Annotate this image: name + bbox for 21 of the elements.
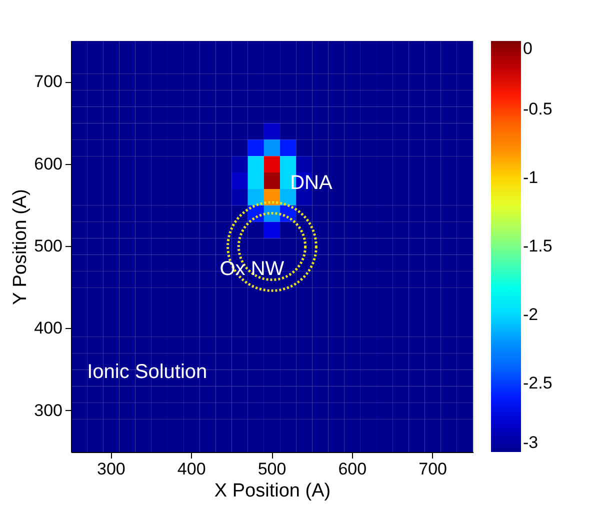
x-axis-title: X Position (A) (214, 480, 331, 502)
x-tick-label: 400 (177, 460, 206, 478)
color-bar-label: -2 (523, 305, 538, 324)
x-tick-label: 600 (338, 460, 367, 478)
y-tick-label: 500 (34, 236, 62, 256)
y-tick-label: 600 (34, 154, 62, 174)
annotation: Ox NW (220, 258, 284, 280)
color-bar-label: -0.5 (523, 100, 552, 118)
color-bar-label: -2.5 (523, 374, 552, 392)
color-bar-label: -1.5 (523, 236, 552, 256)
color-bar-label: -1 (523, 168, 538, 187)
y-tick-label: 400 (34, 318, 62, 338)
y-tick-label: 700 (34, 72, 62, 92)
x-tick-label: 500 (258, 460, 286, 478)
annotation: Ionic Solution (87, 360, 208, 383)
x-tick-label: 700 (418, 460, 447, 478)
x-tick-label: 300 (97, 460, 126, 478)
y-axis-title: Y Position (A) (10, 189, 32, 305)
y-tick-label: 300 (34, 400, 62, 420)
color-bar-label: -3 (523, 433, 538, 452)
color-bar-label: 0 (523, 39, 532, 58)
